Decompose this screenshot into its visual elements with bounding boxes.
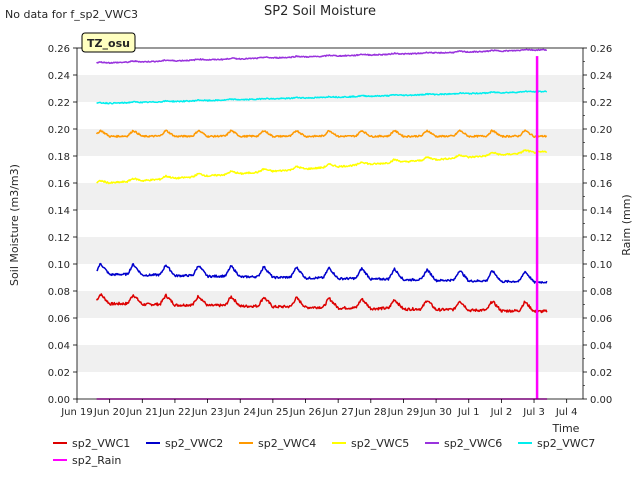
series-sp2-vwc6: [96, 48, 548, 65]
series-sp2-vwc2: [96, 262, 548, 284]
x-tick-label: Jul 4: [555, 407, 578, 418]
y-tick-label: 0.02: [48, 368, 70, 379]
y-axis-label: Soil Moisture (m3/m3): [8, 164, 21, 286]
y-tick-label: 0.22: [48, 98, 70, 109]
series-sp2-vwc5: [96, 149, 548, 185]
x-tick-label: Jun 27: [321, 407, 354, 418]
x-tick-label: Jul 2: [490, 407, 513, 418]
x-tick-label: Jul 1: [457, 407, 480, 418]
y2-tick-label: 0.14: [590, 206, 612, 217]
x-tick-label: Jun 22: [158, 407, 191, 418]
x-tick-label: Jun 20: [93, 407, 126, 418]
y2-axis-label: Raim (mm): [620, 194, 633, 255]
y2-tick-label: 0.22: [590, 98, 612, 109]
legend-label: sp2_Rain: [72, 454, 121, 467]
series-line-sp2-vwc5: [96, 149, 548, 185]
y2-tick-label: 0.20: [590, 125, 612, 136]
series-line-sp2-vwc4: [95, 129, 548, 138]
band: [77, 75, 583, 102]
legend-label: sp2_VWC4: [258, 437, 316, 450]
legend-label: sp2_VWC6: [444, 437, 502, 450]
rain-spike: [535, 56, 539, 399]
x-axis-label: Time: [552, 422, 580, 435]
site-label-box: TZ_osu: [81, 32, 136, 53]
series-sp2-vwc7: [96, 90, 548, 105]
x-tick-label: Jun 19: [60, 407, 93, 418]
x-tick-label: Jun 23: [191, 407, 224, 418]
legend-item: sp2_VWC6: [425, 437, 502, 450]
legend-label: sp2_VWC5: [351, 437, 409, 450]
x-axis: Jun 19 Jun 20 Jun 21 Jun 22 Jun 23 Jun 24 Jun …: [60, 399, 577, 418]
x-tick-label: Jun 30: [419, 407, 452, 418]
legend-item: sp2_VWC4: [239, 437, 316, 450]
y-tick-label: 0.04: [48, 341, 70, 352]
x-tick-label: Jun 24: [223, 407, 256, 418]
y-tick-label: 0.12: [48, 233, 70, 244]
y2-tick-label: 0.06: [590, 314, 612, 325]
x-tick-label: Jun 29: [387, 407, 420, 418]
y-axis-right: 0.00 0.02 0.04 0.06 0.08 0.10 0.12 0.14 0.16 0.18…: [583, 44, 612, 406]
y-tick-label: 0.20: [48, 125, 70, 136]
series-line-sp2-vwc1: [95, 293, 548, 314]
legend: sp2_VWC1 sp2_VWC2 sp2_VWC4 sp2_VWC5 sp2_VWC6…: [53, 437, 595, 467]
y2-tick-label: 0.08: [590, 287, 612, 298]
legend-item: sp2_VWC5: [332, 437, 409, 450]
no-data-note: No data for f_sp2_VWC3: [5, 8, 138, 21]
y2-tick-label: 0.26: [590, 44, 612, 55]
y-tick-label: 0.06: [48, 314, 70, 325]
series-line-sp2-vwc6: [96, 48, 548, 65]
legend-item: sp2_Rain: [53, 454, 121, 467]
series-line-sp2-vwc7: [96, 90, 548, 105]
legend-item: sp2_VWC2: [146, 437, 223, 450]
chart-title: SP2 Soil Moisture: [264, 4, 376, 19]
y2-tick-label: 0.16: [590, 179, 612, 190]
band: [77, 129, 583, 156]
site-label: TZ_osu: [87, 37, 130, 50]
y-tick-label: 0.14: [48, 206, 70, 217]
y-tick-label: 0.16: [48, 179, 70, 190]
y-tick-label: 0.18: [48, 152, 70, 163]
y2-tick-label: 0.12: [590, 233, 612, 244]
band: [77, 345, 583, 372]
x-tick-label: Jun 26: [289, 407, 322, 418]
series-sp2-vwc4: [95, 129, 548, 138]
series-line-sp2-vwc2: [96, 262, 548, 284]
y2-tick-label: 0.00: [590, 395, 612, 406]
x-tick-label: Jul 3: [522, 407, 545, 418]
legend-item: sp2_VWC7: [518, 437, 595, 450]
y2-tick-label: 0.04: [590, 341, 612, 352]
band: [77, 183, 583, 210]
plot-background: [77, 48, 583, 399]
band: [77, 237, 583, 264]
y2-tick-label: 0.24: [590, 71, 612, 82]
y-tick-label: 0.08: [48, 287, 70, 298]
legend-label: sp2_VWC2: [165, 437, 223, 450]
x-tick-label: Jun 25: [256, 407, 289, 418]
y-tick-label: 0.24: [48, 71, 70, 82]
y-tick-label: 0.00: [48, 395, 70, 406]
legend-label: sp2_VWC1: [72, 437, 130, 450]
x-tick-label: Jun 28: [354, 407, 387, 418]
background-bands: [77, 48, 583, 399]
legend-label: sp2_VWC7: [537, 437, 595, 450]
y2-tick-label: 0.02: [590, 368, 612, 379]
x-tick-label: Jun 21: [126, 407, 159, 418]
series-sp2-vwc1: [95, 293, 548, 314]
y-axis-left: 0.00 0.02 0.04 0.06 0.08 0.10 0.12 0.14 0.16 0.18…: [48, 44, 77, 406]
legend-item: sp2_VWC1: [53, 437, 130, 450]
y2-tick-label: 0.18: [590, 152, 612, 163]
y-tick-label: 0.10: [48, 260, 70, 271]
y2-tick-label: 0.10: [590, 260, 612, 271]
y-tick-label: 0.26: [48, 44, 70, 55]
